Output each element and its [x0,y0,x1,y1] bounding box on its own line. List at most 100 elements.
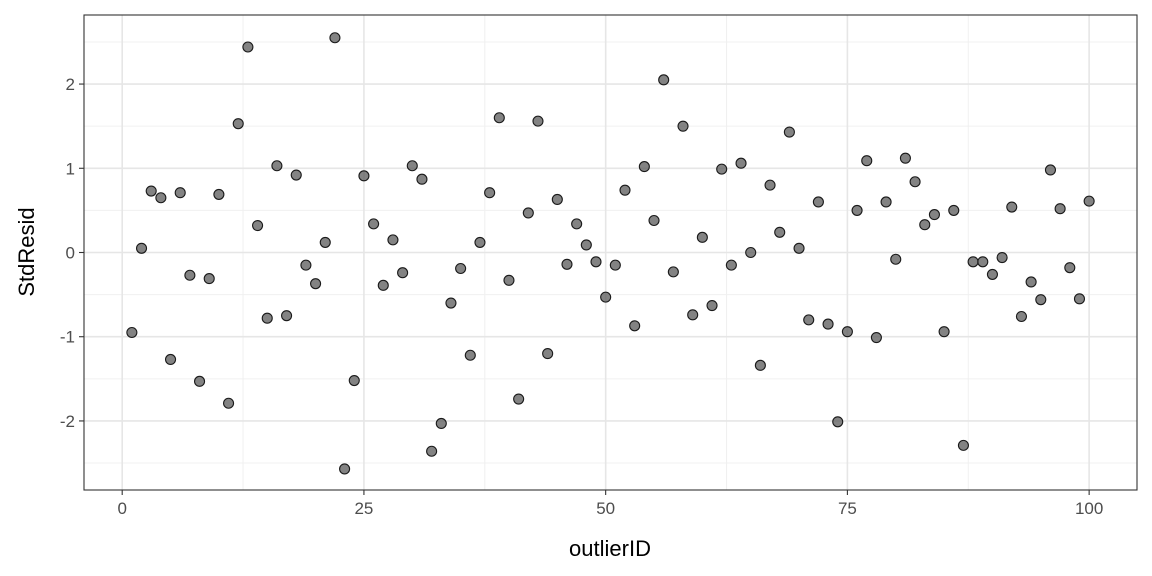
data-point [329,32,341,44]
data-point [1006,201,1018,213]
data-point [184,269,196,281]
data-point [629,320,641,332]
data-point [1015,310,1028,323]
data-point [783,126,795,138]
data-point [928,209,940,221]
data-point [1054,203,1066,215]
data-point [300,259,312,271]
x-axis-title: outlierID [569,536,651,561]
data-point [803,314,815,326]
data-point [996,252,1008,264]
data-point [725,259,737,271]
data-point [658,74,670,86]
data-point [861,155,873,167]
data-point [561,258,573,270]
x-tick-label: 50 [596,499,615,518]
data-point [754,359,766,371]
y-tick-label: 1 [66,159,75,178]
data-point [426,445,438,457]
data-point [1064,262,1076,274]
data-point [290,169,302,181]
data-point [764,179,776,191]
data-point [638,161,650,173]
data-point [474,236,486,248]
data-point [213,188,225,200]
data-point [832,416,844,428]
data-point [1083,195,1095,207]
data-point [164,353,177,366]
data-point [590,256,602,268]
data-point [880,196,892,208]
y-axis: -2 -1 0 1 2 [60,75,84,431]
y-tick-label: -1 [60,328,75,347]
data-point [812,196,824,208]
data-point [793,242,805,254]
data-point [580,239,592,251]
data-point [155,192,167,204]
data-point [1025,276,1037,288]
data-point [455,262,467,275]
data-point [397,267,409,279]
data-point [735,157,747,169]
data-point [416,173,428,185]
data-point [986,268,998,280]
data-point [841,326,853,338]
data-point [232,118,244,130]
data-point [193,375,206,387]
data-point [281,310,293,322]
y-tick-label: 2 [66,75,75,94]
data-point [822,318,834,330]
data-point [899,152,911,164]
data-point [271,160,283,172]
y-tick-label: -2 [60,412,75,431]
data-point [1073,293,1086,305]
data-point [406,160,418,172]
y-tick-label: 0 [66,244,75,263]
data-point [377,279,389,291]
data-point [1044,164,1057,176]
data-point [203,273,215,285]
data-point [667,266,679,278]
data-point [977,256,989,268]
x-axis: 0 25 50 75 100 [117,490,1103,518]
data-point [368,218,380,230]
data-point [716,163,728,175]
data-point [310,278,322,290]
data-point [948,204,960,216]
data-point [348,374,360,387]
data-point [890,253,902,265]
y-axis-title: StdResid [14,207,39,296]
data-point [957,439,969,451]
data-point [464,349,476,361]
data-point [513,393,525,405]
data-point [551,193,563,205]
data-point [1035,294,1047,306]
data-point [774,226,786,238]
data-point [145,185,157,197]
data-point [851,204,863,216]
data-point [532,115,544,127]
data-point [648,214,660,227]
data-point [387,234,399,246]
x-tick-label: 100 [1075,499,1103,518]
data-point [938,326,950,338]
data-point [126,326,138,339]
data-points [126,32,1095,475]
data-point [435,417,447,430]
data-point [223,397,235,409]
data-point [339,463,351,475]
data-point [706,300,718,312]
data-point [358,170,370,182]
data-point [522,207,534,219]
data-point [687,309,699,321]
data-point [967,256,979,268]
data-point [745,246,757,259]
data-point [484,187,496,199]
data-point [542,348,554,360]
data-point [677,120,689,132]
data-point [242,41,254,53]
data-point [609,259,621,271]
x-tick-label: 75 [838,499,857,518]
data-point [445,297,457,309]
